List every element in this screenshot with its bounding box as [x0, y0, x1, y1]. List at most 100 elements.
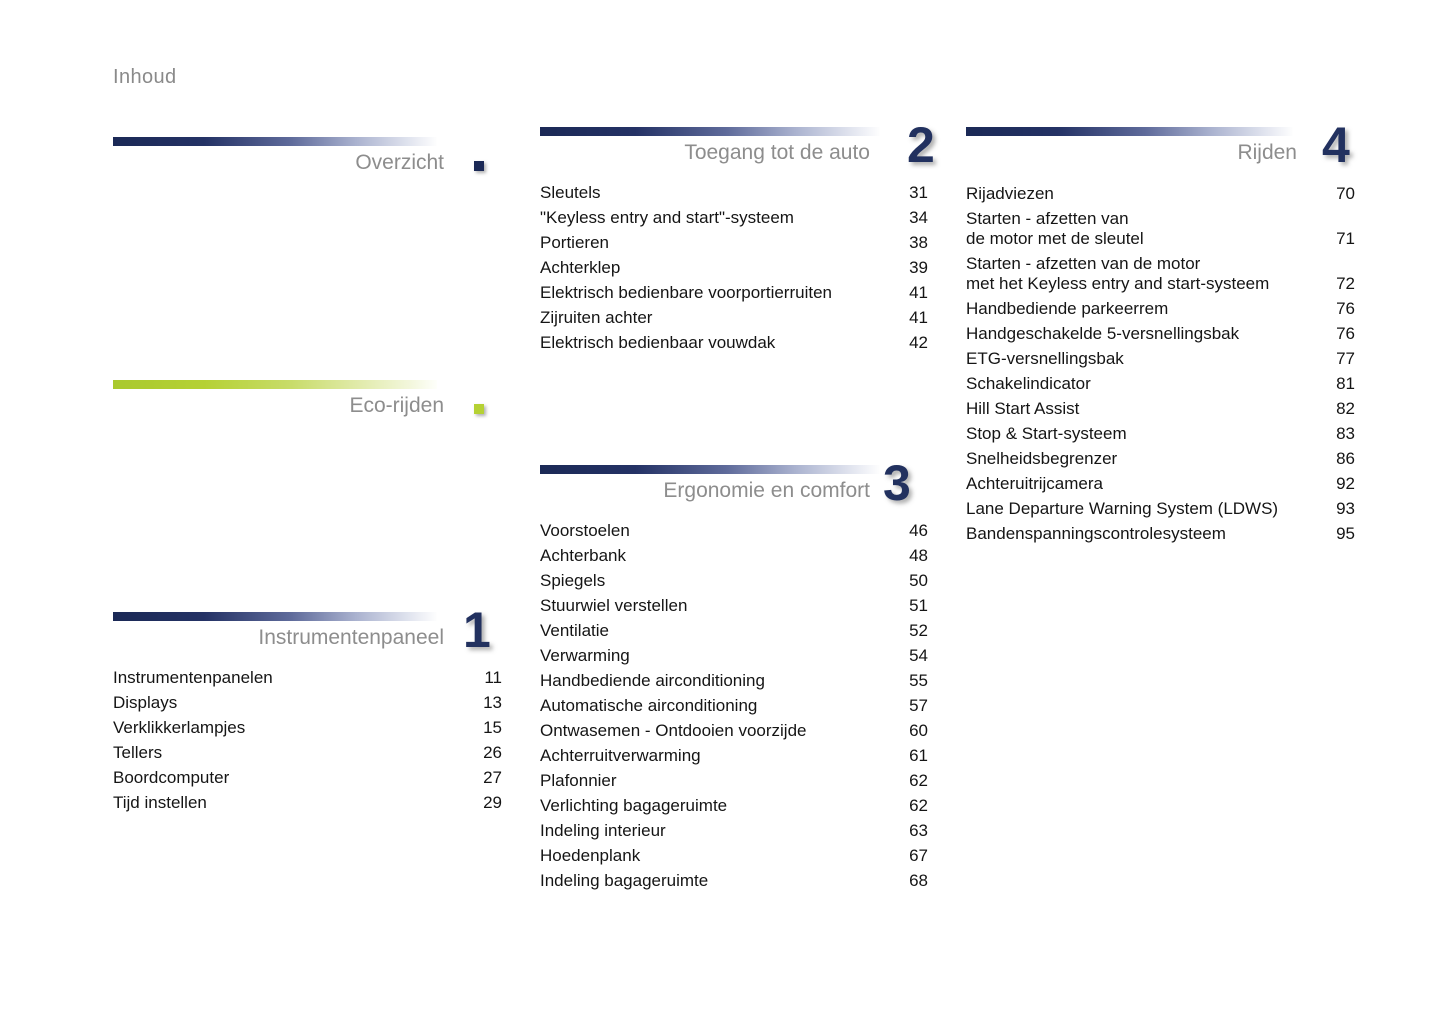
toc-entry-label: Sleutels — [540, 183, 601, 202]
toc-entry-page: 77 — [1336, 349, 1355, 368]
toc-entry-label: Verlichting bagageruimte — [540, 796, 728, 815]
toc-list: Rijadviezen 70 Starten - afzetten van de… — [966, 184, 1355, 549]
toc-entry: Snelheidsbegrenzer 86 — [966, 449, 1355, 469]
toc-entry: "Keyless entry and start"-systeem 34 — [540, 208, 928, 228]
toc-entry-page: 57 — [909, 696, 928, 715]
toc-entry-label: Elektrisch bedienbaar vouwdak — [540, 333, 776, 352]
section-marker-square — [474, 404, 484, 414]
toc-entry: Schakelindicator 81 — [966, 374, 1355, 394]
toc-entry: Lane Departure Warning System (LDWS) 93 — [966, 499, 1355, 519]
toc-entry: Instrumentenpanelen 11 — [113, 668, 502, 688]
section-title: Toegang tot de auto — [684, 141, 870, 164]
toc-entry-label: Elektrisch bedienbare voorportierruiten — [540, 283, 832, 302]
section-title: Instrumentenpaneel — [258, 626, 444, 649]
toc-entry-page: 60 — [909, 721, 928, 740]
toc-entry-page: 76 — [1336, 299, 1355, 318]
toc-entry-label: Stop & Start-systeem — [966, 424, 1127, 443]
toc-entry-page: 81 — [1336, 374, 1355, 393]
toc-entry-page: 34 — [909, 208, 928, 227]
toc-entry: Verklikkerlampjes 15 — [113, 718, 502, 738]
toc-entry-page: 72 — [1336, 274, 1355, 293]
toc-entry: Voorstoelen 46 — [540, 521, 928, 541]
toc-entry-label: Displays — [113, 693, 178, 712]
toc-entry-label: Rijadviezen — [966, 184, 1054, 203]
toc-entry-label: Indeling interieur — [540, 821, 666, 840]
section-ergonomie-en-comfort: Ergonomie en comfort 3 Voorstoelen 46 Ac… — [540, 458, 928, 905]
toc-entry: Achterklep 39 — [540, 258, 928, 278]
toc-entry-page: 68 — [909, 871, 928, 890]
section-overzicht: Overzicht — [113, 137, 502, 197]
toc-entry: Tellers 26 — [113, 743, 502, 763]
toc-entry-page: 15 — [483, 718, 502, 737]
section-title: Eco-rijden — [349, 394, 444, 417]
toc-entry-page: 42 — [909, 333, 928, 352]
toc-entry-label: Tijd instellen — [113, 793, 207, 812]
toc-entry-page: 41 — [909, 283, 928, 302]
toc-entry: Displays 13 — [113, 693, 502, 713]
toc-entry-page: 63 — [909, 821, 928, 840]
toc-entry: Achterruitverwarming 61 — [540, 746, 928, 766]
toc-entry-label: Hill Start Assist — [966, 399, 1080, 418]
toc-entry-page: 11 — [484, 668, 502, 687]
toc-entry: Achterbank 48 — [540, 546, 928, 566]
toc-entry: Tijd instellen 29 — [113, 793, 502, 813]
section-eco-rijden: Eco-rijden — [113, 380, 502, 440]
toc-entry-page: 29 — [483, 793, 502, 812]
toc-entry: Elektrisch bedienbaar vouwdak 42 — [540, 333, 928, 353]
toc-entry: Verlichting bagageruimte 62 — [540, 796, 928, 816]
toc-entry-page: 26 — [483, 743, 502, 762]
toc-entry: Handbediende airconditioning 55 — [540, 671, 928, 691]
toc-entry-page: 39 — [909, 258, 928, 277]
toc-entry-label: Hoedenplank — [540, 846, 641, 865]
toc-entry-label: Stuurwiel verstellen — [540, 596, 688, 615]
toc-entry-page: 41 — [909, 308, 928, 327]
toc-entry: Stop & Start-systeem 83 — [966, 424, 1355, 444]
toc-entry: Ventilatie 52 — [540, 621, 928, 641]
toc-entry-label: Achterbank — [540, 546, 626, 565]
toc-entry: Sleutels 31 — [540, 183, 928, 203]
toc-entry-label: "Keyless entry and start"-systeem — [540, 208, 794, 227]
toc-entry-page: 48 — [909, 546, 928, 565]
section-rule — [540, 465, 880, 474]
page-title: Inhoud — [113, 66, 177, 88]
toc-entry-label: Tellers — [113, 743, 163, 762]
section-title: Overzicht — [355, 151, 444, 174]
section-instrumentenpaneel: Instrumentenpaneel 1 Instrumentenpanelen… — [113, 605, 502, 832]
toc-entry-label: Voorstoelen — [540, 521, 630, 540]
toc-entry-page: 82 — [1336, 399, 1355, 418]
section-rijden: Rijden 4 Rijadviezen 70 Starten - afzett… — [966, 120, 1355, 567]
toc-entry-page: 46 — [909, 521, 928, 540]
toc-entry-page: 54 — [909, 646, 928, 665]
toc-entry-label: Starten - afzetten van de motor met de s… — [966, 209, 1144, 248]
toc-entry-label: Verwarming — [540, 646, 630, 665]
toc-entry-label: Schakelindicator — [966, 374, 1091, 393]
toc-entry-label: Ontwasemen - Ontdooien voorzijde — [540, 721, 807, 740]
toc-entry-page: 50 — [909, 571, 928, 590]
toc-entry-page: 51 — [909, 596, 928, 615]
toc-entry-page: 31 — [909, 183, 928, 202]
toc-entry: Handgeschakelde 5-versnellingsbak 76 — [966, 324, 1355, 344]
toc-list: Sleutels 31 "Keyless entry and start"-sy… — [540, 183, 928, 358]
section-rule — [113, 380, 437, 389]
toc-entry: Portieren 38 — [540, 233, 928, 253]
section-rule — [966, 127, 1293, 136]
section-rule — [113, 612, 437, 621]
toc-entry: Rijadviezen 70 — [966, 184, 1355, 204]
toc-entry-page: 61 — [909, 746, 928, 765]
toc-entry-label: Starten - afzetten van de motor met het … — [966, 254, 1270, 293]
toc-entry-page: 38 — [909, 233, 928, 252]
section-title: Ergonomie en comfort — [663, 479, 870, 502]
toc-entry-label: Achteruitrijcamera — [966, 474, 1103, 493]
toc-entry: Starten - afzetten van de motor met de s… — [966, 209, 1355, 249]
toc-entry-label: Automatische airconditioning — [540, 696, 758, 715]
toc-entry-page: 27 — [483, 768, 502, 787]
toc-entry-page: 95 — [1336, 524, 1355, 543]
toc-entry-label: Bandenspanningscontrolesysteem — [966, 524, 1226, 543]
section-toegang-tot-de-auto: Toegang tot de auto 2 Sleutels 31 "Keyle… — [540, 120, 935, 367]
toc-entry-page: 92 — [1336, 474, 1355, 493]
section-title: Rijden — [1237, 141, 1297, 164]
toc-entry: Achteruitrijcamera 92 — [966, 474, 1355, 494]
section-number: 1 — [463, 602, 491, 658]
toc-entry: ETG-versnellingsbak 77 — [966, 349, 1355, 369]
toc-entry: Plafonnier 62 — [540, 771, 928, 791]
